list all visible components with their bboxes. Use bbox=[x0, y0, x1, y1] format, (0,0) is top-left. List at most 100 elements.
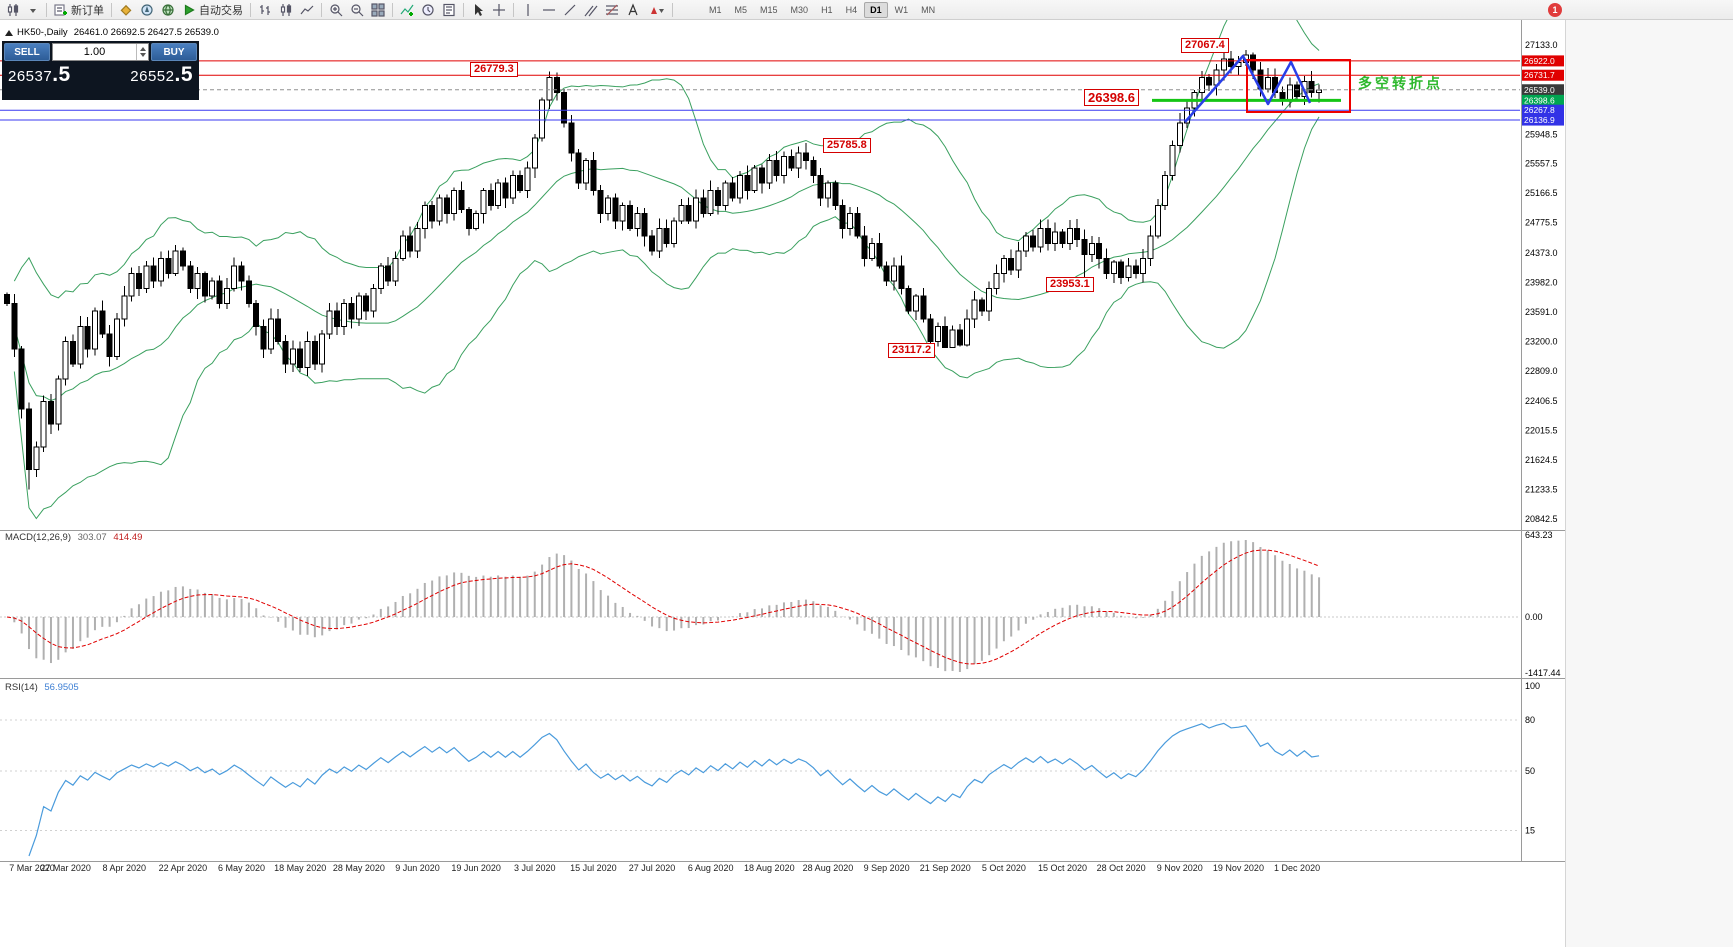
timeframe-h4-button[interactable]: H4 bbox=[840, 2, 864, 18]
channel-button[interactable] bbox=[581, 1, 601, 19]
buy-button[interactable]: BUY bbox=[151, 43, 197, 61]
price-axis[interactable]: 27133.0 25948.5 25557.5 25166.5 24775.5 24373… bbox=[1522, 40, 1564, 524]
svg-text:24775.5: 24775.5 bbox=[1525, 218, 1558, 228]
svg-text:19 Jun 2020: 19 Jun 2020 bbox=[451, 863, 501, 873]
periods-button[interactable] bbox=[418, 1, 438, 19]
bar-chart-button[interactable] bbox=[255, 1, 275, 19]
price-flag[interactable]: 27067.4 bbox=[1181, 38, 1229, 53]
svg-text:26136.9: 26136.9 bbox=[1524, 115, 1555, 125]
svg-text:21624.5: 21624.5 bbox=[1525, 455, 1558, 465]
collapse-arrow-icon[interactable] bbox=[5, 29, 13, 36]
text-button[interactable] bbox=[623, 1, 643, 19]
svg-text:15 Jul 2020: 15 Jul 2020 bbox=[570, 863, 617, 873]
svg-text:8 Apr 2020: 8 Apr 2020 bbox=[103, 863, 147, 873]
data-window-icon bbox=[141, 3, 153, 16]
svg-text:9 Nov 2020: 9 Nov 2020 bbox=[1157, 863, 1203, 873]
trendline-button[interactable] bbox=[560, 1, 580, 19]
notification-badge[interactable]: 1 bbox=[1548, 3, 1562, 17]
svg-text:27 Jul 2020: 27 Jul 2020 bbox=[629, 863, 676, 873]
toolbar-separator bbox=[250, 2, 251, 17]
drawing-objects[interactable] bbox=[1152, 54, 1351, 123]
data-window-button[interactable] bbox=[137, 1, 157, 19]
chart-dropdown-button[interactable] bbox=[24, 1, 42, 19]
navigator-button[interactable] bbox=[158, 1, 178, 19]
svg-text:80: 80 bbox=[1525, 715, 1535, 725]
macd-signal-value: 414.49 bbox=[113, 532, 143, 543]
market-watch-icon bbox=[120, 4, 132, 16]
crosshair-button[interactable] bbox=[489, 1, 509, 19]
chevron-down-icon bbox=[30, 8, 36, 13]
price-flag[interactable]: 26779.3 bbox=[470, 62, 518, 77]
svg-text:22406.5: 22406.5 bbox=[1525, 396, 1558, 406]
vertical-line-button[interactable] bbox=[518, 1, 538, 19]
price-flag[interactable]: 26398.6 bbox=[1084, 89, 1139, 106]
svg-text:22809.0: 22809.0 bbox=[1525, 366, 1558, 376]
bollinger-bands bbox=[13, 0, 1320, 520]
arrows-button[interactable] bbox=[644, 1, 668, 19]
svg-text:28 Aug 2020: 28 Aug 2020 bbox=[803, 863, 854, 873]
tile-windows-icon bbox=[371, 2, 385, 17]
fibonacci-icon bbox=[606, 4, 618, 15]
indicators-button[interactable] bbox=[397, 1, 417, 19]
volume-spinner[interactable] bbox=[136, 44, 148, 60]
new-chart-button[interactable] bbox=[3, 1, 23, 19]
fibonacci-button[interactable] bbox=[602, 1, 622, 19]
line-chart-button[interactable] bbox=[297, 1, 317, 19]
price-flag[interactable]: 23953.1 bbox=[1046, 277, 1094, 292]
timeframe-h1-button[interactable]: H1 bbox=[815, 2, 839, 18]
zoom-out-button[interactable] bbox=[347, 1, 367, 19]
svg-text:27 Mar 2020: 27 Mar 2020 bbox=[40, 863, 91, 873]
spinner-up-icon[interactable] bbox=[139, 47, 146, 51]
sell-button[interactable]: SELL bbox=[4, 43, 50, 61]
timeframe-m1-button[interactable]: M1 bbox=[703, 2, 728, 18]
svg-text:50: 50 bbox=[1525, 766, 1535, 776]
svg-text:26398.6: 26398.6 bbox=[1524, 95, 1555, 105]
new-order-button[interactable]: 新订单 bbox=[51, 1, 107, 19]
tile-windows-button[interactable] bbox=[368, 1, 388, 19]
navigator-icon bbox=[162, 3, 174, 16]
timeframe-m30-button[interactable]: M30 bbox=[785, 2, 815, 18]
candle-chart-icon bbox=[280, 3, 292, 16]
autotrade-button[interactable]: 自动交易 bbox=[179, 1, 246, 19]
svg-text:26731.7: 26731.7 bbox=[1524, 70, 1555, 80]
svg-text:18 May 2020: 18 May 2020 bbox=[274, 863, 326, 873]
ohlc-values: 26461.0 26692.5 26427.5 26539.0 bbox=[73, 27, 219, 38]
price-flag[interactable]: 23117.2 bbox=[888, 343, 936, 358]
price-flag[interactable]: 25785.8 bbox=[823, 138, 871, 153]
svg-text:15: 15 bbox=[1525, 826, 1535, 836]
timeframe-mn-button[interactable]: MN bbox=[915, 2, 941, 18]
zoom-in-button[interactable] bbox=[326, 1, 346, 19]
horizontal-line-button[interactable] bbox=[539, 1, 559, 19]
market-watch-button[interactable] bbox=[116, 1, 136, 19]
channel-icon bbox=[584, 5, 598, 16]
svg-text:23982.0: 23982.0 bbox=[1525, 277, 1558, 287]
svg-text:9 Sep 2020: 9 Sep 2020 bbox=[864, 863, 910, 873]
cursor-button[interactable] bbox=[468, 1, 488, 19]
svg-text:1 Dec 2020: 1 Dec 2020 bbox=[1274, 863, 1320, 873]
volume-value: 1.00 bbox=[83, 46, 106, 58]
timeframe-m15-button[interactable]: M15 bbox=[754, 2, 784, 18]
chart-header: HK50-,Daily 26461.0 26692.5 26427.5 2653… bbox=[5, 27, 219, 38]
candlestick-chart-icon bbox=[7, 3, 19, 16]
trendline-icon bbox=[564, 4, 576, 15]
svg-text:100: 100 bbox=[1525, 681, 1540, 691]
svg-text:28 May 2020: 28 May 2020 bbox=[333, 863, 385, 873]
timeframe-m5-button[interactable]: M5 bbox=[729, 2, 754, 18]
candle-chart-button[interactable] bbox=[276, 1, 296, 19]
timeframe-w1-button[interactable]: W1 bbox=[889, 2, 915, 18]
spinner-down-icon[interactable] bbox=[139, 53, 146, 57]
zoom-out-icon bbox=[351, 3, 364, 16]
candles bbox=[4, 49, 1323, 490]
rsi-name: RSI(14) bbox=[5, 682, 38, 693]
clock-icon bbox=[422, 3, 434, 16]
new-order-label: 新订单 bbox=[71, 4, 104, 17]
volume-input[interactable]: 1.00 bbox=[52, 43, 149, 61]
templates-button[interactable] bbox=[439, 1, 459, 19]
toolbar-separator bbox=[672, 2, 673, 17]
timeframe-d1-button[interactable]: D1 bbox=[864, 1, 888, 18]
line-chart-icon bbox=[300, 5, 314, 14]
turning-point-note[interactable]: 多空转折点 bbox=[1358, 75, 1443, 91]
